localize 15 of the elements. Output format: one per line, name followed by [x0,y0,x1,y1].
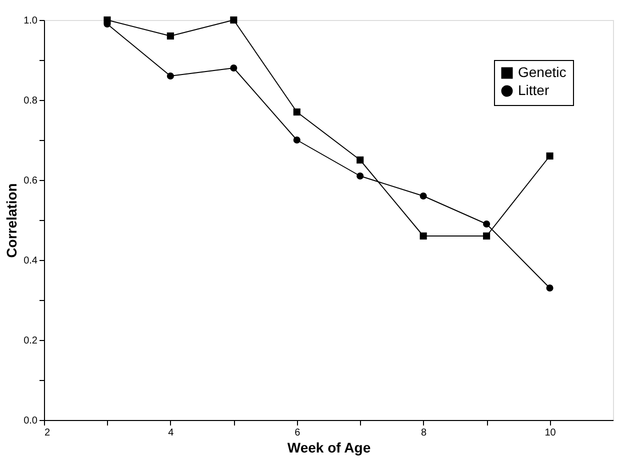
x-tick-label: 6 [294,428,301,438]
y-tick-label: 0.2 [24,336,38,346]
x-axis-title: Week of Age [287,440,371,456]
legend-label: Genetic [518,64,566,80]
y-tick-label: 0.6 [24,176,38,186]
x-tick-label: 4 [168,428,174,438]
x-tick-label: 10 [544,428,556,438]
y-tick-label: 1.0 [24,16,38,26]
x-tick-label: 2 [44,428,50,438]
y-tick-label: 0.8 [24,96,38,106]
y-tick-label: 0.0 [24,416,38,426]
legend-label: Litter [518,82,550,98]
y-tick-label: 0.4 [24,256,38,266]
y-axis-title: Correlation [4,183,20,258]
x-tick-label: 8 [421,428,428,438]
